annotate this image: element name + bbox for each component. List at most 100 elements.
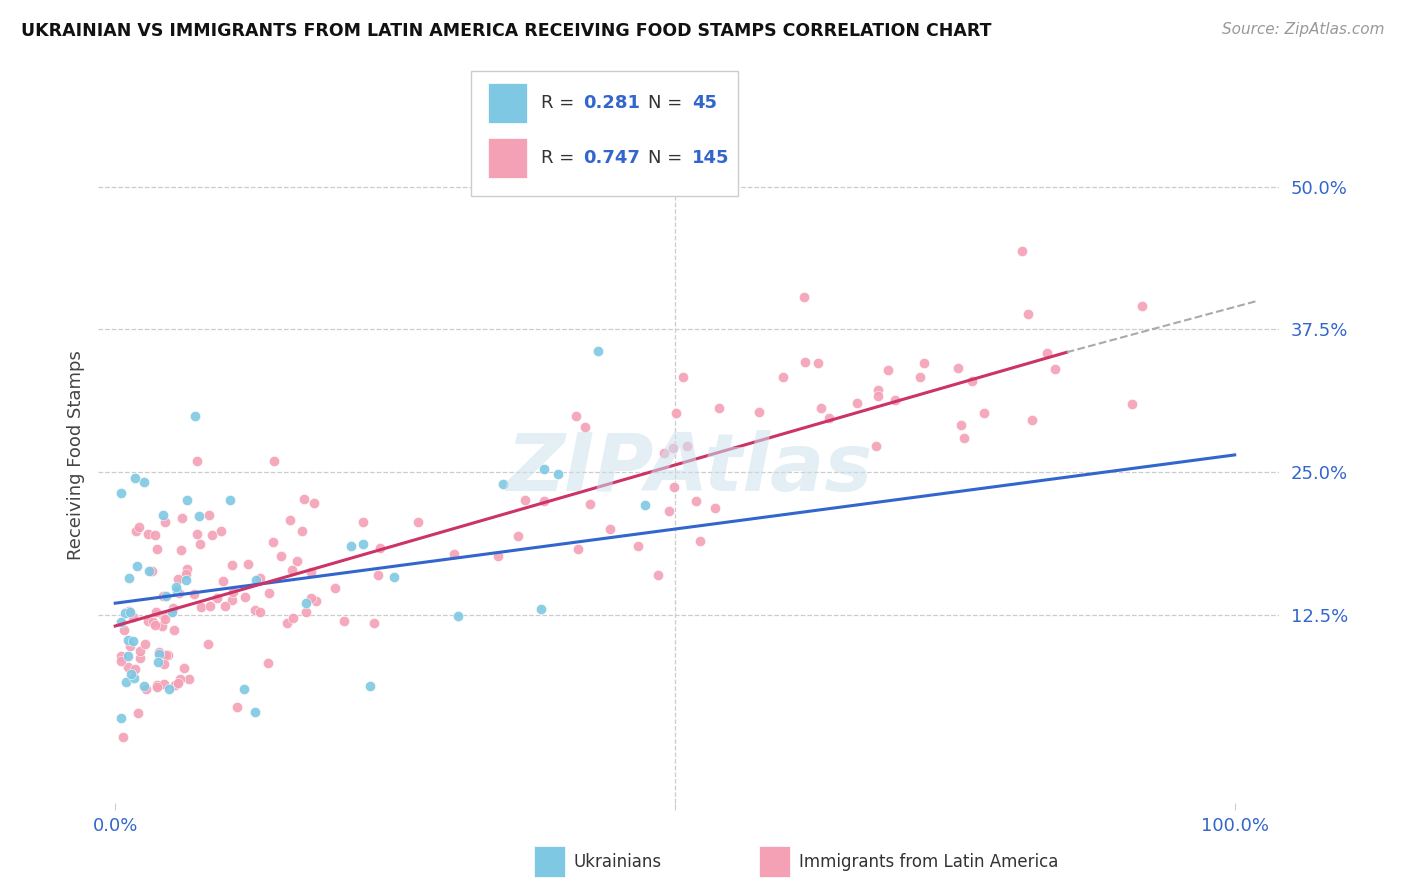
Point bbox=[153, 515, 176, 529]
Point bbox=[177, 672, 200, 686]
Point bbox=[291, 524, 314, 538]
Point bbox=[276, 616, 298, 631]
Point bbox=[163, 677, 186, 691]
Point bbox=[110, 711, 132, 725]
Point bbox=[249, 605, 271, 619]
Point bbox=[118, 639, 141, 653]
Point bbox=[363, 615, 385, 630]
Point bbox=[225, 699, 247, 714]
Point bbox=[222, 585, 245, 599]
Point bbox=[122, 609, 145, 624]
Point bbox=[169, 672, 191, 686]
Point bbox=[578, 497, 600, 511]
Point bbox=[486, 549, 509, 563]
Point bbox=[134, 637, 156, 651]
Point bbox=[155, 648, 177, 663]
Point bbox=[672, 370, 695, 384]
Point bbox=[950, 417, 973, 432]
Point bbox=[156, 648, 179, 662]
Point bbox=[146, 655, 169, 669]
Point bbox=[574, 420, 596, 434]
Point bbox=[772, 369, 794, 384]
Point bbox=[125, 524, 148, 538]
Point bbox=[198, 599, 221, 614]
Point bbox=[793, 355, 815, 369]
Point bbox=[117, 649, 139, 664]
Point bbox=[152, 608, 174, 623]
Point bbox=[634, 498, 657, 512]
Point bbox=[249, 571, 271, 585]
Point bbox=[340, 539, 363, 553]
Point bbox=[167, 572, 190, 586]
Point bbox=[533, 462, 555, 476]
Point bbox=[141, 564, 163, 578]
Point bbox=[155, 589, 177, 603]
Point bbox=[664, 480, 686, 494]
Point bbox=[138, 564, 160, 578]
Point bbox=[188, 508, 211, 523]
Point bbox=[209, 524, 232, 538]
Point bbox=[877, 363, 900, 377]
Point bbox=[112, 624, 135, 638]
Point bbox=[283, 611, 305, 625]
Point bbox=[110, 485, 132, 500]
Text: N =: N = bbox=[648, 149, 688, 167]
Text: ZIPAtlas: ZIPAtlas bbox=[506, 430, 872, 508]
Point bbox=[278, 513, 301, 527]
Point bbox=[153, 612, 176, 626]
Point bbox=[912, 356, 935, 370]
Point bbox=[352, 515, 374, 529]
Point bbox=[219, 493, 242, 508]
Point bbox=[176, 562, 198, 576]
Point bbox=[172, 511, 194, 525]
Point bbox=[1017, 307, 1039, 321]
Point bbox=[447, 609, 470, 624]
Point bbox=[1132, 299, 1154, 313]
Point bbox=[211, 574, 233, 588]
Point bbox=[1011, 244, 1033, 258]
Text: R =: R = bbox=[541, 94, 581, 112]
Point bbox=[190, 600, 212, 615]
Point bbox=[120, 667, 142, 681]
Text: UKRAINIAN VS IMMIGRANTS FROM LATIN AMERICA RECEIVING FOOD STAMPS CORRELATION CHA: UKRAINIAN VS IMMIGRANTS FROM LATIN AMERI… bbox=[21, 22, 991, 40]
Text: R =: R = bbox=[541, 149, 581, 167]
Point bbox=[118, 605, 141, 619]
Point bbox=[124, 663, 146, 677]
Point bbox=[142, 615, 165, 629]
Point bbox=[136, 527, 159, 541]
Point bbox=[132, 679, 155, 693]
Point bbox=[184, 409, 207, 424]
Point bbox=[245, 573, 267, 587]
Point bbox=[110, 648, 132, 663]
Point bbox=[883, 393, 905, 408]
Point bbox=[145, 617, 167, 632]
Point bbox=[530, 602, 553, 616]
Point bbox=[868, 389, 890, 403]
Point bbox=[818, 411, 841, 425]
Point bbox=[153, 677, 176, 691]
Point bbox=[117, 660, 139, 674]
Point bbox=[183, 587, 205, 601]
Point bbox=[652, 446, 675, 460]
Point bbox=[810, 401, 832, 416]
Point bbox=[150, 618, 173, 632]
Point bbox=[166, 584, 188, 599]
Point bbox=[167, 676, 190, 690]
Point bbox=[647, 567, 669, 582]
Point bbox=[124, 470, 146, 484]
Point bbox=[367, 567, 389, 582]
Point bbox=[295, 596, 318, 610]
Text: 0.747: 0.747 bbox=[583, 149, 640, 167]
Point bbox=[1035, 346, 1057, 360]
Point bbox=[188, 537, 211, 551]
Point bbox=[118, 603, 141, 617]
Point bbox=[846, 396, 869, 410]
Point bbox=[110, 654, 132, 668]
Text: 145: 145 bbox=[692, 149, 730, 167]
Point bbox=[198, 508, 221, 522]
Point bbox=[167, 586, 190, 600]
Point bbox=[567, 541, 589, 556]
Point bbox=[233, 681, 256, 696]
Point bbox=[960, 374, 983, 388]
Point bbox=[368, 541, 391, 556]
